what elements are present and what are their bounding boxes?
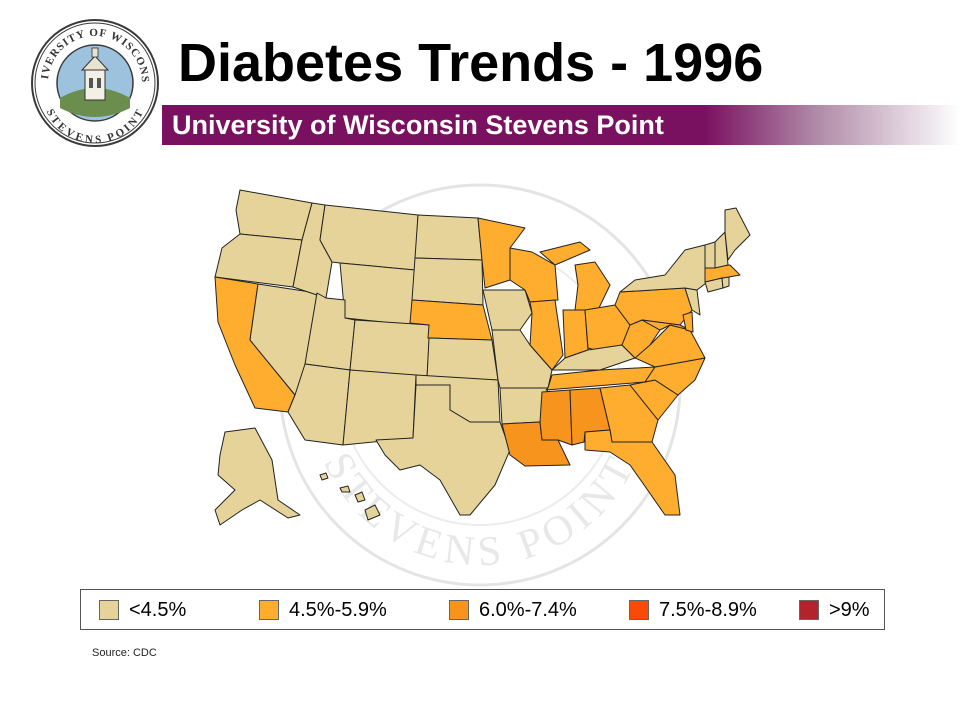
title-band: [162, 105, 960, 145]
legend-item: 7.5%-8.9%: [629, 598, 757, 621]
state-NM: [342, 369, 417, 446]
legend-item: 6.0%-7.4%: [449, 598, 577, 621]
legend-swatch: [799, 600, 819, 620]
state-ME: [724, 207, 751, 261]
legend-item: 4.5%-5.9%: [259, 598, 387, 621]
state-WA: [235, 189, 313, 241]
state-CO: [349, 319, 431, 379]
state-KS: [426, 337, 499, 381]
legend-swatch: [99, 600, 119, 620]
legend-swatch: [629, 600, 649, 620]
legend-item: >9%: [799, 598, 870, 621]
state-MT: [319, 204, 419, 271]
legend-label: <4.5%: [129, 598, 187, 621]
state-NH: [714, 231, 729, 269]
state-MS: [539, 389, 573, 446]
slide-title: Diabetes Trends - 1996: [178, 33, 764, 93]
legend-item: <4.5%: [99, 598, 187, 621]
legend-swatch: [449, 600, 469, 620]
state-OR: [214, 233, 303, 288]
state-VA: [621, 324, 706, 368]
state-MD: [641, 319, 691, 331]
state-SD: [411, 257, 484, 306]
source-note: Source: CDC: [92, 647, 157, 659]
state-FL: [584, 429, 681, 516]
university-seal-logo: UNIVERSITY OF WISCONSIN STEVENS POINT: [30, 18, 159, 147]
legend-label: 7.5%-8.9%: [659, 598, 757, 621]
state-WY: [339, 262, 416, 326]
state-ND: [414, 214, 483, 261]
legend-label: 4.5%-5.9%: [289, 598, 387, 621]
state-MO: [491, 329, 553, 389]
state-NE: [409, 299, 493, 341]
map-legend: <4.5% 4.5%-5.9% 6.0%-7.4% 7.5%-8.9% >9%: [80, 589, 885, 630]
state-HI: [319, 472, 381, 521]
us-diabetes-map: [214, 189, 751, 526]
state-PA: [614, 287, 693, 326]
legend-label: >9%: [829, 598, 870, 621]
state-IA: [482, 289, 533, 331]
state-NY: [619, 244, 711, 293]
state-DE: [682, 311, 694, 333]
legend-swatch: [259, 600, 279, 620]
state-TX: [375, 384, 511, 516]
slide-subtitle: University of Wisconsin Stevens Point: [172, 110, 664, 140]
legend-label: 6.0%-7.4%: [479, 598, 577, 621]
state-AK: [214, 427, 301, 526]
state-MA: [704, 264, 741, 283]
state-RI: [721, 276, 730, 289]
state-VT: [704, 241, 716, 269]
